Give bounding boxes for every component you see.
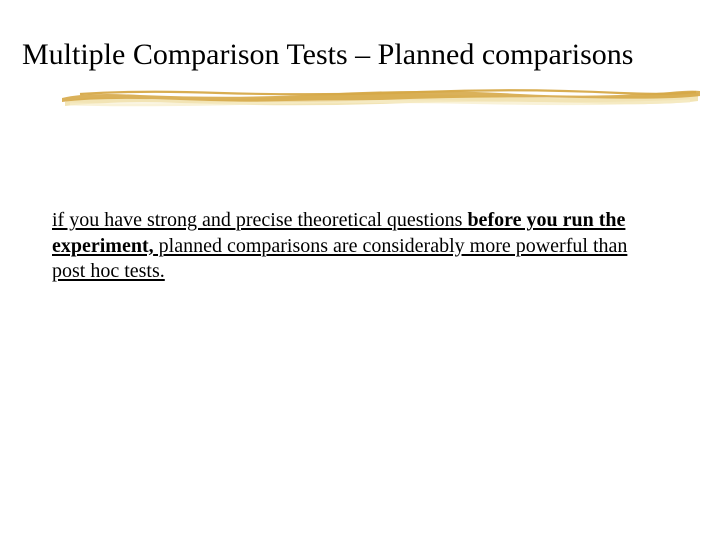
brush-underline <box>60 82 700 110</box>
body-seg1: if you have strong and precise theoretic… <box>52 209 467 231</box>
slide: Multiple Comparison Tests – Planned comp… <box>0 0 720 540</box>
body-paragraph: if you have strong and precise theoretic… <box>52 208 662 285</box>
slide-title: Multiple Comparison Tests – Planned comp… <box>22 38 633 71</box>
